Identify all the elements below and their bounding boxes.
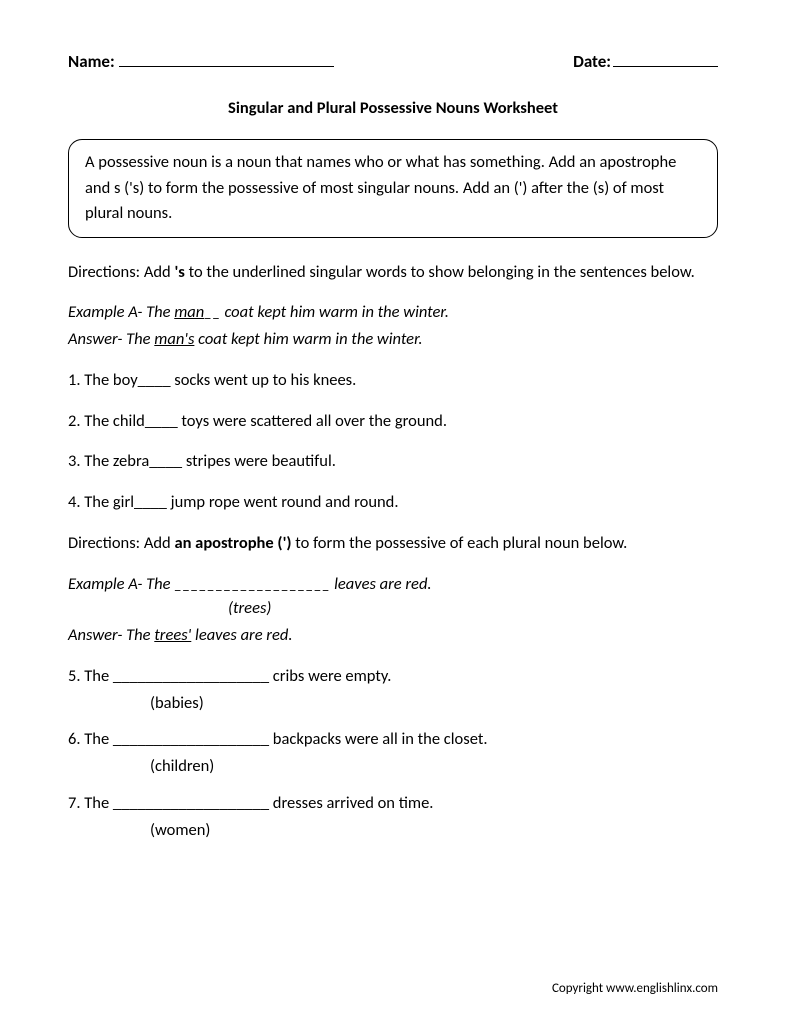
header-row: Name: Date: xyxy=(68,48,718,74)
q7-line: 7. The ___________________ dresses arriv… xyxy=(68,791,718,816)
dir2-bold: an apostrophe (') xyxy=(174,533,291,553)
ans1-rest: coat kept him warm in the winter. xyxy=(194,329,422,349)
copyright-footer: Copyright www.englishlinx.com xyxy=(552,979,718,999)
q4-pre: The girl xyxy=(84,492,134,512)
q1-blank[interactable]: ____ xyxy=(138,370,171,390)
q1-pre: The boy xyxy=(84,370,137,390)
q2-num: 2. xyxy=(68,411,81,431)
answer-1: Answer- The man's coat kept him warm in … xyxy=(68,327,718,352)
q7-hint: (women) xyxy=(150,818,718,843)
q3-pre: The zebra xyxy=(84,451,149,471)
q7-pre: The xyxy=(84,793,113,813)
q2-pre: The child xyxy=(84,411,145,431)
ex1-rest: coat kept him warm in the winter. xyxy=(221,302,449,322)
q2-blank[interactable]: ____ xyxy=(145,411,178,431)
question-7: 7. The ___________________ dresses arriv… xyxy=(68,791,718,843)
q5-hint: (babies) xyxy=(150,691,718,716)
ex1-label: Example A- The xyxy=(68,302,174,322)
definition-box: A possessive noun is a noun that names w… xyxy=(68,139,718,238)
q2-post: toys were scattered all over the ground. xyxy=(178,411,447,431)
q6-blank[interactable]: ___________________ xyxy=(113,729,269,749)
q6-line: 6. The ___________________ backpacks wer… xyxy=(68,727,718,752)
q6-num: 6. xyxy=(68,729,81,749)
q7-post: dresses arrived on time. xyxy=(269,793,433,813)
name-label: Name: xyxy=(68,49,115,75)
example-2: Example A- The ___________________ leave… xyxy=(68,572,718,597)
ex1-word: man xyxy=(174,302,204,322)
q4-num: 4. xyxy=(68,492,81,512)
q1-num: 1. xyxy=(68,370,81,390)
ans2-word: trees' xyxy=(154,625,191,645)
q3-post: stripes were beautiful. xyxy=(182,451,336,471)
dir1-bold: 's xyxy=(174,262,184,282)
question-6: 6. The ___________________ backpacks wer… xyxy=(68,727,718,779)
q3-num: 3. xyxy=(68,451,81,471)
q5-pre: The xyxy=(84,666,113,686)
q4-blank[interactable]: ____ xyxy=(134,492,167,512)
q7-blank[interactable]: ___________________ xyxy=(113,793,269,813)
q5-line: 5. The ___________________ cribs were em… xyxy=(68,664,718,689)
dir2-pre: Directions: Add xyxy=(68,533,174,553)
q5-post: cribs were empty. xyxy=(269,666,391,686)
dir2-post: to form the possessive of each plural no… xyxy=(292,533,628,553)
q5-num: 5. xyxy=(68,666,81,686)
answer-2: Answer- The trees' leaves are red. xyxy=(68,623,718,648)
example-2-hint: (trees) xyxy=(228,596,718,621)
q6-hint: (children) xyxy=(150,754,718,779)
ex1-blank: __ xyxy=(204,302,220,322)
q5-blank[interactable]: ___________________ xyxy=(113,666,269,686)
q3-blank[interactable]: ____ xyxy=(149,451,182,471)
question-1: 1. The boy____ socks went up to his knee… xyxy=(68,368,718,393)
question-5: 5. The ___________________ cribs were em… xyxy=(68,664,718,716)
worksheet-title: Singular and Plural Possessive Nouns Wor… xyxy=(68,96,718,121)
directions-1: Directions: Add 's to the underlined sin… xyxy=(68,260,718,285)
ex2-label: Example A- The xyxy=(68,574,174,594)
date-blank[interactable] xyxy=(613,48,718,67)
question-3: 3. The zebra____ stripes were beautiful. xyxy=(68,449,718,474)
directions-2: Directions: Add an apostrophe (') to for… xyxy=(68,531,718,556)
q6-pre: The xyxy=(84,729,113,749)
ans2-rest: leaves are red. xyxy=(191,625,292,645)
question-2: 2. The child____ toys were scattered all… xyxy=(68,409,718,434)
q1-post: socks went up to his knees. xyxy=(171,370,357,390)
question-4: 4. The girl____ jump rope went round and… xyxy=(68,490,718,515)
ex2-rest: leaves are red. xyxy=(330,574,431,594)
ans1-word: man's xyxy=(154,329,194,349)
q7-num: 7. xyxy=(68,793,81,813)
ans2-label: Answer- The xyxy=(68,625,154,645)
ans1-label: Answer- The xyxy=(68,329,154,349)
example-1: Example A- The man__ coat kept him warm … xyxy=(68,300,718,325)
q6-post: backpacks were all in the closet. xyxy=(269,729,487,749)
name-blank[interactable] xyxy=(119,48,334,67)
date-label: Date: xyxy=(573,49,611,75)
q4-post: jump rope went round and round. xyxy=(167,492,399,512)
dir1-post: to the underlined singular words to show… xyxy=(185,262,695,282)
ex2-blank: ___________________ xyxy=(174,574,330,594)
dir1-pre: Directions: Add xyxy=(68,262,174,282)
